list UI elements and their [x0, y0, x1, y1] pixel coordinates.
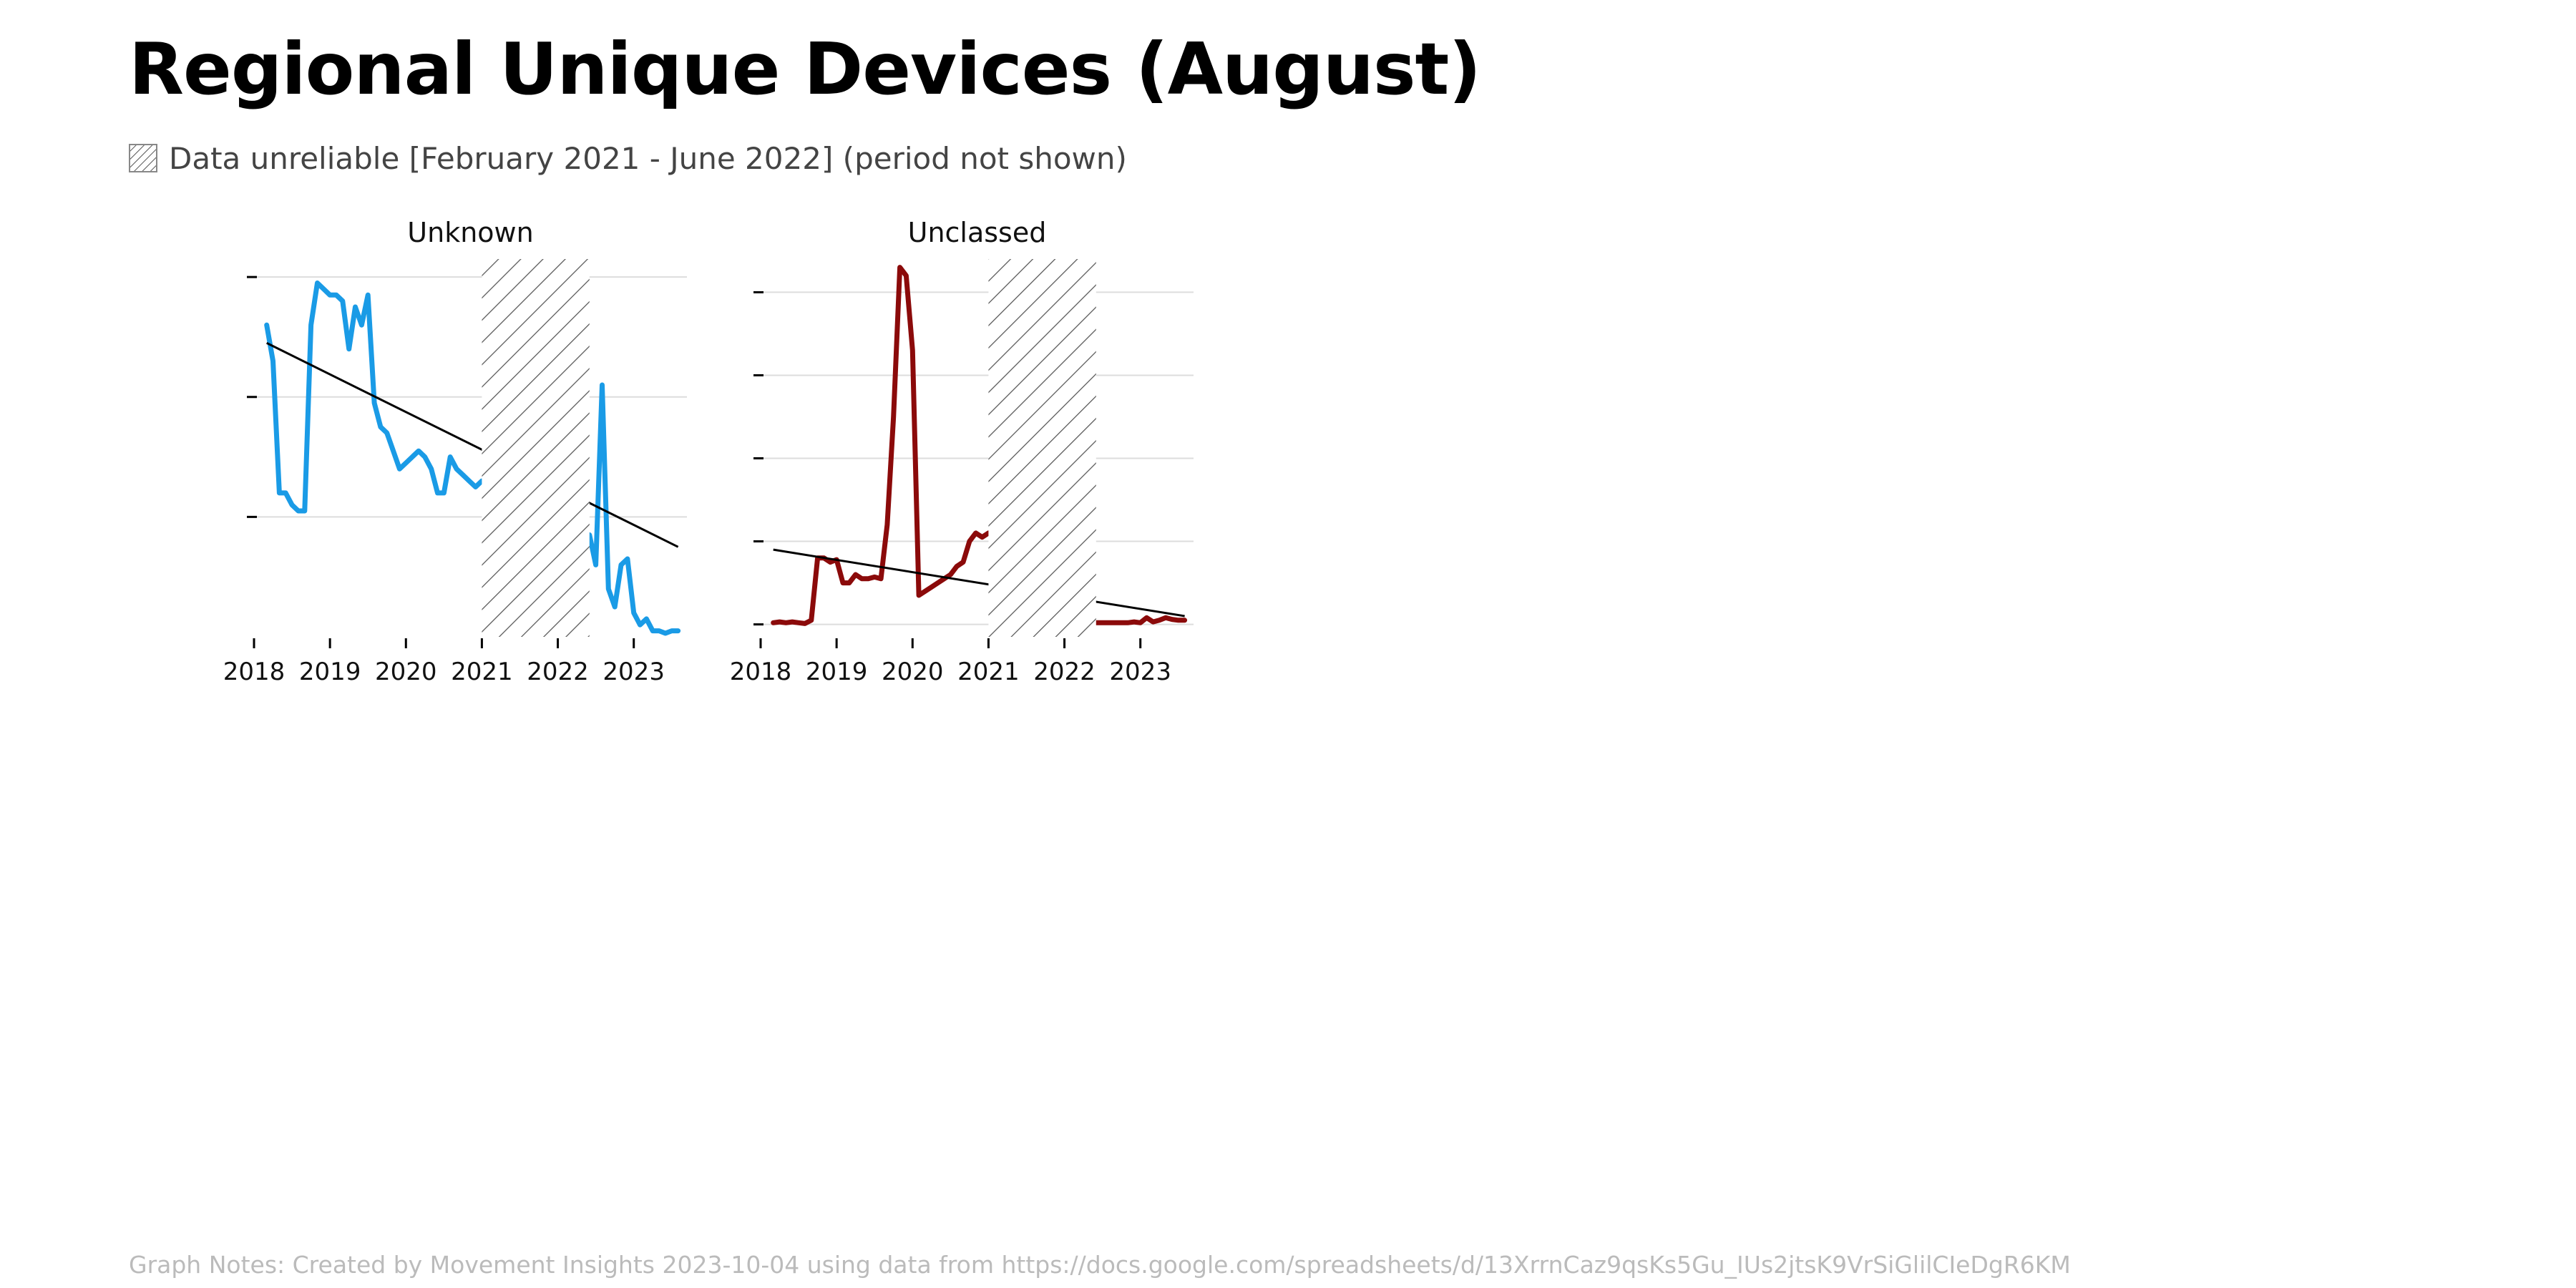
x-tick-label: 2023 [602, 658, 665, 686]
trend-line [266, 341, 679, 548]
graph-notes: Graph Notes: Created by Movement Insight… [129, 1251, 2071, 1279]
x-tick-label: 2018 [730, 658, 792, 686]
x-tick-label: 2020 [882, 658, 944, 686]
x-tick-label: 2021 [957, 658, 1020, 686]
x-tick-label: 2018 [223, 658, 286, 686]
x-tick-label: 2023 [1109, 658, 1171, 686]
legend-label: Data unreliable [February 2021 - June 20… [169, 140, 1127, 176]
panel-title: Unknown [407, 217, 533, 248]
unreliable-period-band [482, 259, 590, 637]
series-line-after-gap [1093, 615, 1188, 625]
x-tick-label: 2021 [451, 658, 513, 686]
unreliable-period-band [988, 259, 1096, 637]
x-tick-label: 2019 [299, 658, 361, 686]
hatch-legend-icon [129, 144, 157, 172]
series-line-before-gap [771, 265, 991, 626]
x-tick-label: 2022 [1033, 658, 1096, 686]
x-tick-label: 2022 [527, 658, 589, 686]
chart-panel-unknown: Unknown 2018 2019 2020 2021 2022 2023 [223, 217, 687, 686]
chart-panel-unclassed: Unclassed 2018 2019 2020 2021 2022 2023 [730, 217, 1194, 686]
series-line-before-gap [264, 280, 484, 514]
x-tick-label: 2020 [375, 658, 437, 686]
panel-title: Unclassed [908, 217, 1047, 248]
trend-line [773, 548, 1185, 618]
chart-title: Regional Unique Devices (August) [129, 27, 1481, 111]
legend: Data unreliable [February 2021 - June 20… [129, 140, 1127, 176]
series-line-after-gap [587, 382, 681, 636]
x-tick-label: 2019 [806, 658, 868, 686]
